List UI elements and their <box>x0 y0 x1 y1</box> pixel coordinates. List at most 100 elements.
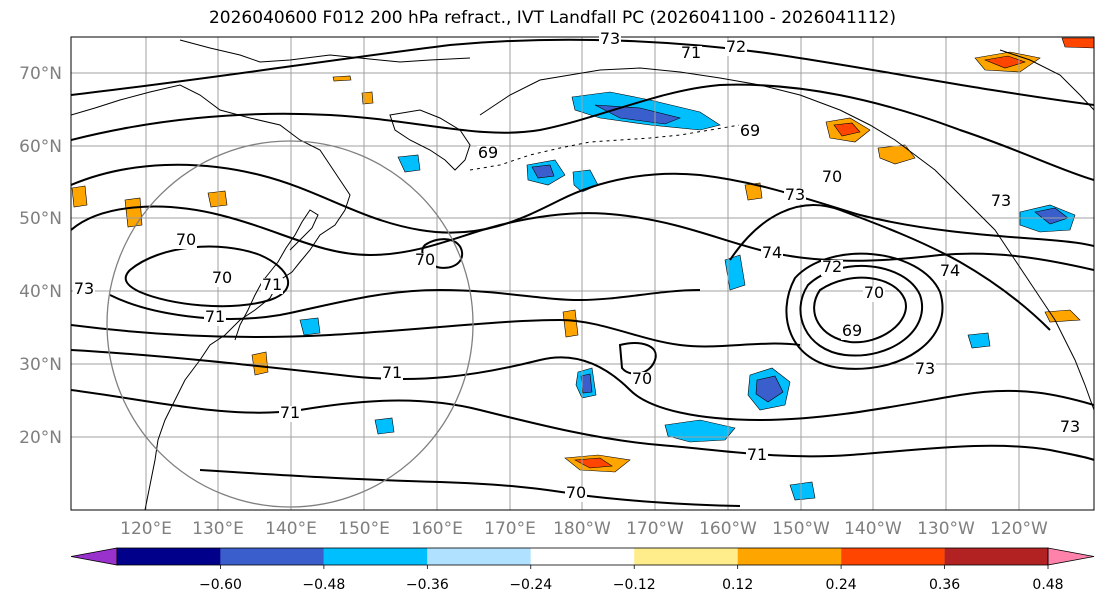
contour-label-bg <box>939 264 961 280</box>
contour-label-bg <box>680 46 702 62</box>
contour-label-bg <box>746 448 768 464</box>
contour-label: 70 <box>566 483 586 502</box>
shade-patch <box>124 197 143 228</box>
lat-label: 30°N <box>19 355 62 375</box>
lat-label: 70°N <box>19 64 62 84</box>
shade-patch <box>833 122 861 137</box>
contour-label: 73 <box>1060 417 1080 436</box>
colorbar-tick-label: 0.36 <box>929 577 960 593</box>
contour-line <box>71 163 1094 247</box>
contour-label: 71 <box>280 403 300 422</box>
map-title: 2026040600 F012 200 hPa refract., IVT La… <box>208 8 896 28</box>
coast-canada <box>999 49 1094 111</box>
contour-label-bg <box>725 40 747 56</box>
contour-label: 70 <box>822 167 842 186</box>
contour-label-bg <box>761 246 783 262</box>
lon-label: 150°W <box>772 519 830 539</box>
contour-label: 71 <box>681 43 701 62</box>
shade-patch <box>361 91 374 105</box>
contour-line <box>71 349 1094 422</box>
contour-label-bg <box>279 406 301 422</box>
colorbar-tick-label: −0.24 <box>509 577 552 593</box>
colorbar-swatch <box>323 548 428 565</box>
shade-patch <box>332 75 352 82</box>
contour-label: 73 <box>785 185 805 204</box>
colorbar-extend-min <box>70 547 118 566</box>
colorbar-swatch <box>634 548 738 565</box>
contour-label-bg <box>1059 420 1081 436</box>
contour-label: 73 <box>991 191 1011 210</box>
contour-label-bg <box>631 372 653 388</box>
contour-label: 69 <box>478 143 498 162</box>
contour-line <box>618 342 657 375</box>
shade-patch <box>573 457 613 469</box>
lon-label: 130°E <box>192 519 244 539</box>
contour-label-bg <box>914 362 936 378</box>
shade-patch <box>789 481 816 501</box>
contour-label-bg <box>175 233 197 249</box>
colorbar-extend-max <box>1047 547 1095 566</box>
colorbar-tick-label: −0.12 <box>613 577 656 593</box>
lat-label: 20°N <box>19 428 62 448</box>
contour-label: 71 <box>262 275 282 294</box>
contour-label: 69 <box>740 121 760 140</box>
shade-patch <box>397 154 421 173</box>
contour-label-bg <box>565 486 587 502</box>
longitude-labels: 120°E 130°E 140°E 150°E 160°E 170°E 180°W 170°W… <box>120 519 1048 539</box>
colorbar-swatch <box>220 548 324 565</box>
shaded-fields <box>71 37 1094 501</box>
lon-label: 120°E <box>120 519 172 539</box>
contour-label: 74 <box>762 243 782 262</box>
contour-label-bg <box>990 194 1012 210</box>
contour-line <box>124 245 290 308</box>
contour-line <box>729 204 1051 331</box>
map-area <box>71 37 1094 510</box>
colorbar-tick-label: −0.60 <box>199 577 242 593</box>
contour-label-bg <box>261 278 283 294</box>
coast-asia <box>71 84 351 510</box>
contour-label-bg <box>821 170 843 186</box>
contour-label: 70 <box>212 268 232 287</box>
lon-label: 140°E <box>265 519 317 539</box>
contour-label: 70 <box>864 283 884 302</box>
lon-label: 120°W <box>990 519 1048 539</box>
contour-label: 70 <box>415 250 435 269</box>
shade-patch <box>580 373 593 394</box>
contour-label: 72 <box>822 257 842 276</box>
lon-label: 150°E <box>338 519 390 539</box>
contour-label-bg <box>381 366 403 382</box>
shade-patch <box>983 55 1026 69</box>
lon-label: 170°W <box>626 519 684 539</box>
contour-line <box>799 265 923 357</box>
contour-label-bg <box>821 260 843 276</box>
contour-label-bg <box>204 310 226 326</box>
contour-label: 71 <box>747 445 767 464</box>
contour-line <box>785 252 944 370</box>
lat-label: 40°N <box>19 282 62 302</box>
contour-line <box>71 83 1094 181</box>
contour-line <box>199 469 741 507</box>
contour-label-bg <box>739 124 761 140</box>
contour-label-bg <box>414 253 436 269</box>
shade-patch <box>531 164 555 179</box>
lon-label: 180°W <box>553 519 611 539</box>
contour-label: 73 <box>74 279 94 298</box>
contour-label: 71 <box>205 307 225 326</box>
contour-label-bg <box>841 324 863 340</box>
shade-patch <box>374 417 395 435</box>
colorbar-tick-label: −0.36 <box>406 577 449 593</box>
colorbar-ticks: −0.60 −0.48 −0.36 −0.24 −0.12 0.12 0.24 0.36 0.4… <box>199 565 1064 593</box>
colorbar-outline <box>116 547 1049 566</box>
coast-alaska <box>479 67 1094 411</box>
contour-label: 69 <box>842 321 862 340</box>
shade-patch <box>299 317 321 336</box>
contour-lines <box>71 38 1094 507</box>
contour-line <box>71 205 1094 271</box>
lon-label: 170°E <box>484 519 536 539</box>
colorbar-swatch <box>427 548 531 565</box>
colorbar-tick-label: 0.48 <box>1032 577 1063 593</box>
latitude-labels: 70°N 60°N 50°N 40°N 30°N 20°N <box>19 64 62 448</box>
shade-patch <box>562 309 579 338</box>
landfall-region-circle <box>106 140 474 508</box>
